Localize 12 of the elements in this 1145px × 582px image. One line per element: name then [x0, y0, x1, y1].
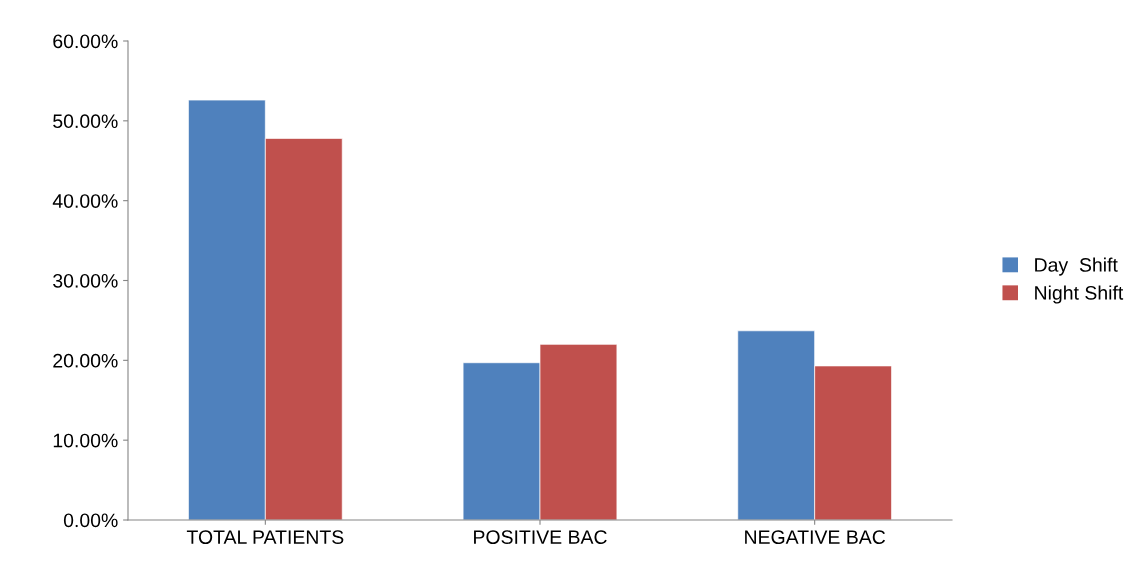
y-tick-label: 50.00% [53, 114, 118, 129]
x-tick-label: NEGATIVE BAC [745, 530, 886, 544]
y-tick-label: 20.00% [53, 353, 118, 368]
legend-label: Day Shift [1035, 257, 1118, 276]
legend-label: Night Shift [1035, 285, 1124, 304]
y-tick-label: 60.00% [53, 34, 118, 49]
y-tick-label: 30.00% [53, 273, 118, 288]
y-tick-label: 0.00% [63, 513, 118, 528]
x-tick-label: TOTAL PATIENTS [186, 530, 344, 544]
y-tick-label: 40.00% [52, 194, 118, 208]
x-tick-label: POSITIVE BAC [474, 530, 607, 544]
y-tick-label: 10.00% [53, 433, 118, 448]
